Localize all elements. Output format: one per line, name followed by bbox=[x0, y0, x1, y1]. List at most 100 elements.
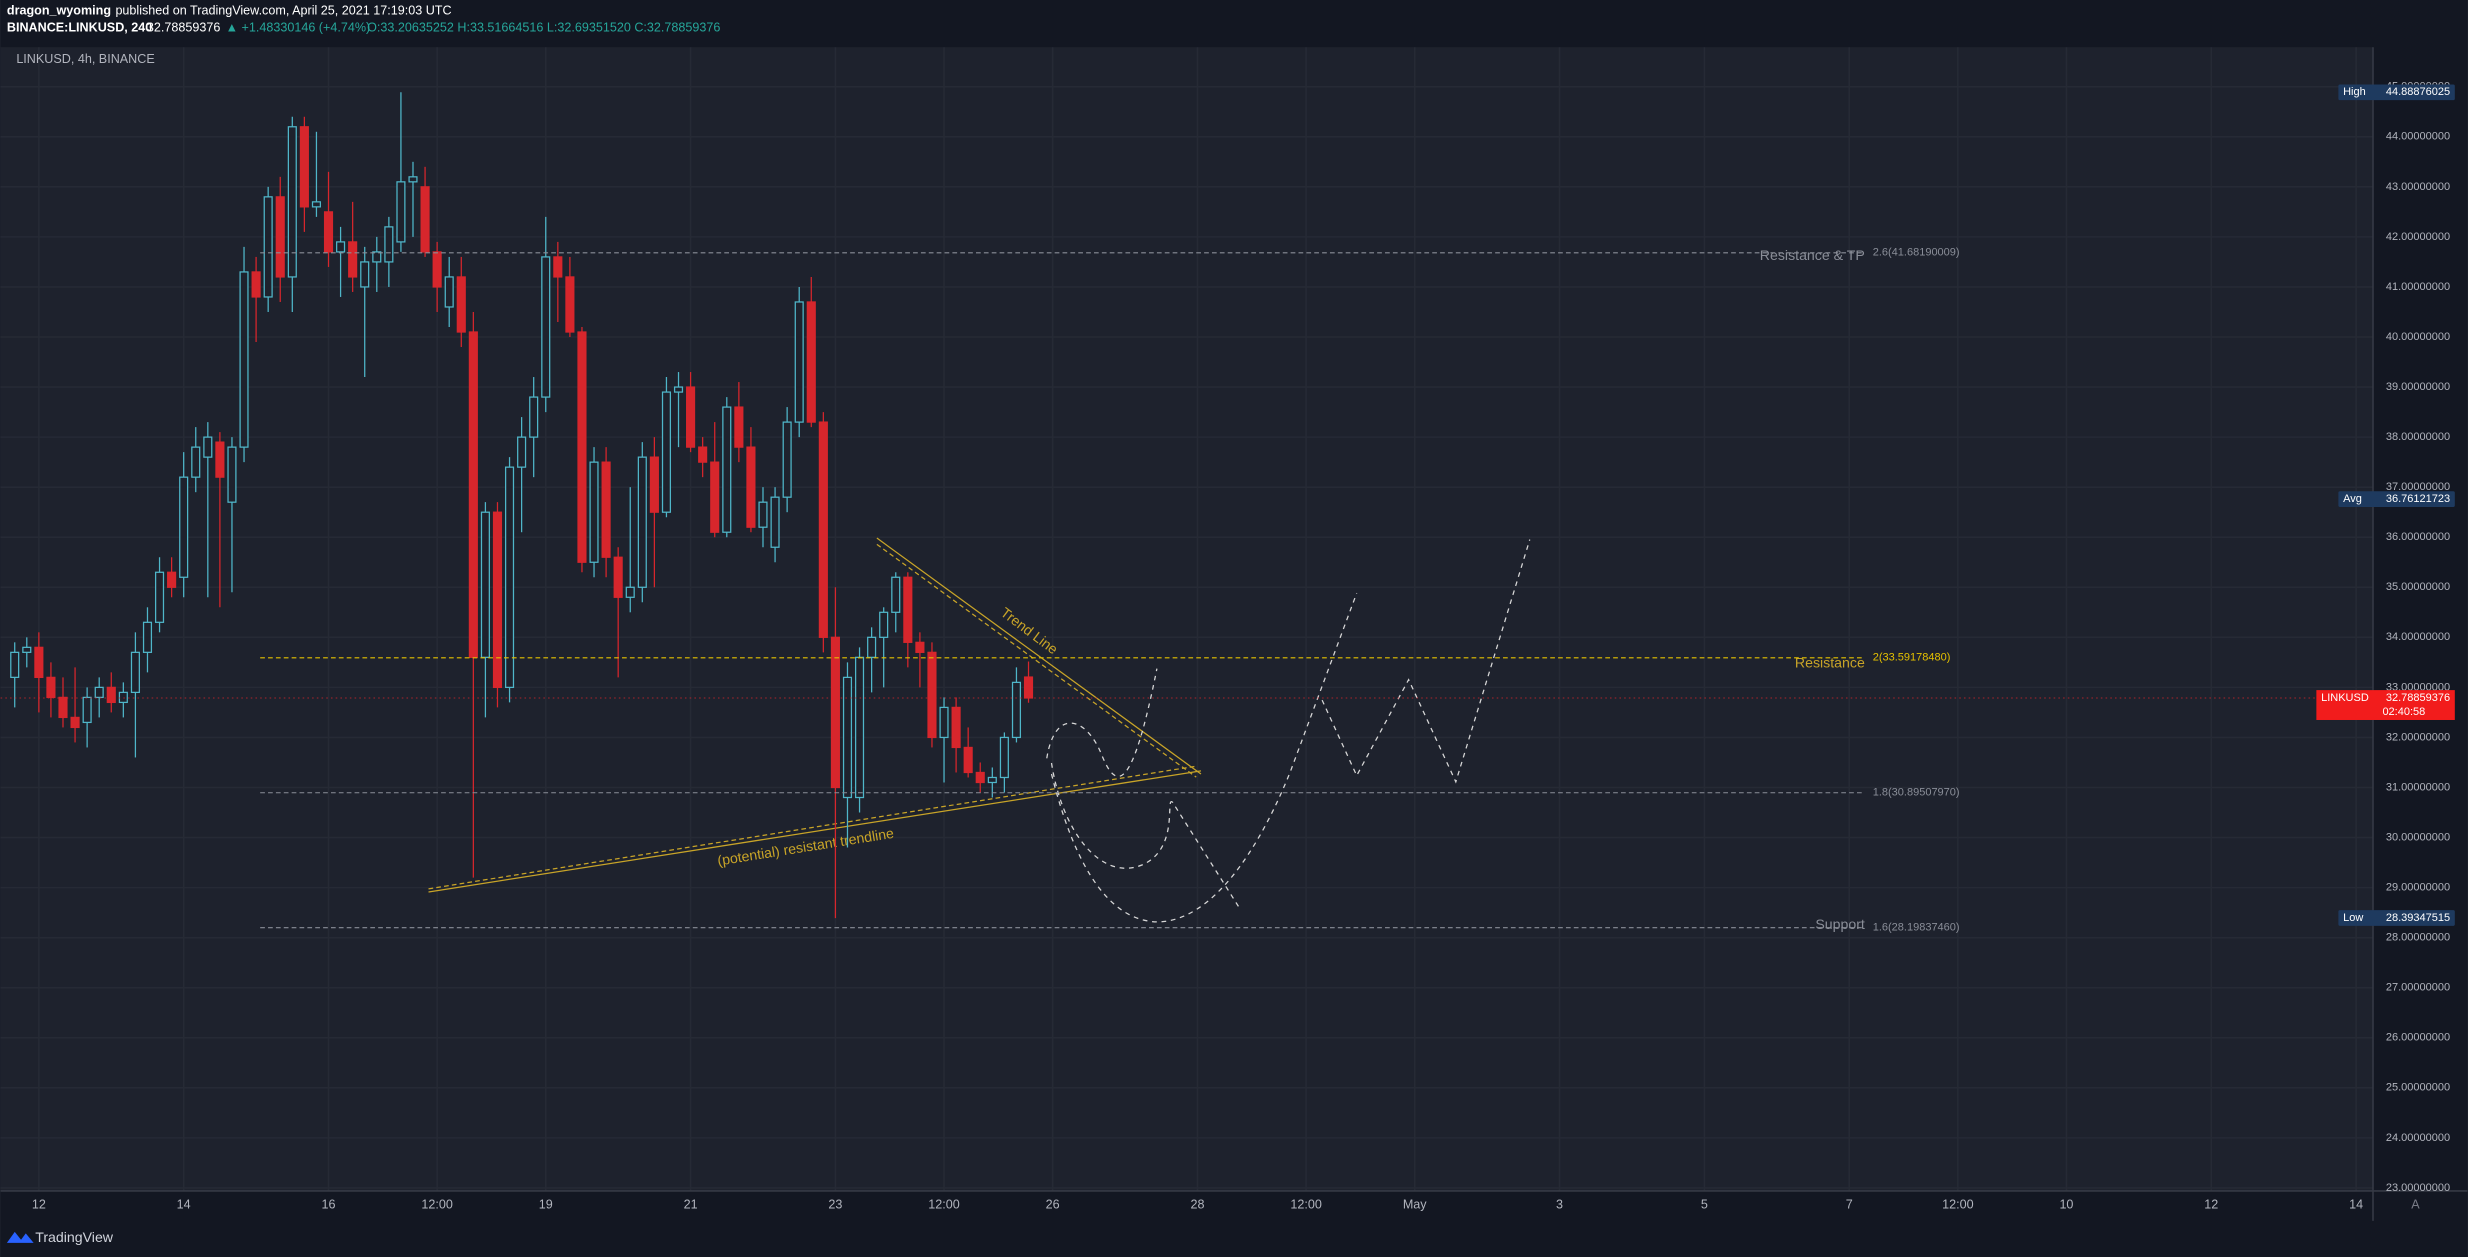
y-tick-label: 23.00000000 bbox=[2386, 1182, 2450, 1194]
y-tick-label: 35.00000000 bbox=[2386, 581, 2450, 593]
trend-line bbox=[876, 543, 1197, 778]
candle-body bbox=[191, 446, 201, 478]
candle-body bbox=[420, 186, 430, 253]
x-tick-label: 14 bbox=[2349, 1197, 2363, 1211]
candle-body bbox=[58, 696, 68, 719]
candle-body bbox=[963, 746, 973, 774]
y-tick-label: 43.00000000 bbox=[2386, 181, 2450, 193]
drawings bbox=[428, 537, 1202, 893]
price-badge bbox=[2338, 84, 2455, 101]
annotation: Resistance & TP bbox=[1760, 247, 1865, 263]
y-tick-label: 29.00000000 bbox=[2386, 882, 2450, 894]
candle-body bbox=[227, 446, 237, 503]
candle-body bbox=[215, 441, 225, 478]
candle-body bbox=[794, 301, 804, 423]
x-tick-label: 12 bbox=[32, 1197, 46, 1211]
candle-body bbox=[360, 261, 370, 288]
x-tick-label: 23 bbox=[828, 1197, 842, 1211]
candle-body bbox=[854, 656, 865, 799]
candle-body bbox=[686, 386, 696, 448]
fib-label: 2.6(41.68190009) bbox=[1873, 247, 1960, 259]
candle-body bbox=[842, 676, 853, 799]
x-tick-label: 12:00 bbox=[928, 1197, 959, 1211]
x-tick-label: 12:00 bbox=[421, 1197, 452, 1211]
last-price-badge bbox=[2316, 690, 2455, 720]
candle-body bbox=[830, 636, 840, 789]
x-tick-label: 28 bbox=[1190, 1197, 1204, 1211]
candle-body bbox=[348, 241, 358, 278]
y-tick-label: 40.00000000 bbox=[2386, 331, 2450, 343]
y-tick-label: 27.00000000 bbox=[2386, 982, 2450, 994]
y-tick-label: 44.00000000 bbox=[2386, 131, 2450, 143]
candle-body bbox=[903, 576, 913, 643]
fib-label: 1.6(28.19837460) bbox=[1873, 922, 1960, 934]
candle-body bbox=[10, 651, 20, 679]
candle-body bbox=[46, 676, 56, 699]
badge-name: Avg bbox=[2343, 493, 2362, 505]
candle-body bbox=[661, 391, 672, 513]
candle-body bbox=[311, 201, 322, 208]
price-badge bbox=[2338, 491, 2455, 507]
candle-body bbox=[251, 271, 261, 298]
candle-body bbox=[492, 511, 503, 689]
candle-body bbox=[323, 211, 334, 253]
candle-body bbox=[818, 421, 828, 638]
candle-body bbox=[1023, 676, 1034, 699]
candle-body bbox=[1011, 681, 1022, 739]
candle-body bbox=[468, 331, 478, 658]
change: ▲ +1.48330146 (+4.74%) bbox=[226, 21, 371, 35]
projection bbox=[1046, 668, 1158, 777]
x-tick-label: 16 bbox=[322, 1197, 336, 1211]
candle-body bbox=[456, 276, 466, 333]
candle-body bbox=[879, 611, 889, 638]
candle-body bbox=[299, 126, 309, 208]
badge-name: Low bbox=[2343, 912, 2363, 924]
y-tick-label: 26.00000000 bbox=[2386, 1032, 2450, 1044]
candle-body bbox=[649, 456, 659, 513]
candle-body bbox=[613, 556, 623, 598]
y-tick-label: 41.00000000 bbox=[2386, 281, 2450, 293]
candle-body bbox=[987, 776, 997, 784]
candle-body bbox=[408, 176, 418, 183]
candle-body bbox=[746, 446, 756, 528]
candle-body bbox=[118, 691, 128, 704]
candle-body bbox=[82, 696, 92, 724]
badge-name: LINKUSD bbox=[2321, 692, 2369, 704]
candle-body bbox=[106, 686, 116, 704]
annotation: Support bbox=[1815, 916, 1865, 932]
symbol: BINANCE:LINKUSD, 240 bbox=[7, 21, 152, 35]
candle-body bbox=[915, 641, 925, 653]
x-tick-label: 21 bbox=[684, 1197, 698, 1211]
legend: LINKUSD, 4h, BINANCE bbox=[16, 52, 154, 66]
badge-value: 32.78859376 bbox=[2386, 692, 2450, 704]
y-tick-label: 30.00000000 bbox=[2386, 831, 2450, 843]
y-tick-label: 37.00000000 bbox=[2386, 481, 2450, 493]
candle-body bbox=[698, 446, 708, 463]
candle-body bbox=[336, 241, 346, 253]
x-tick-label: 14 bbox=[177, 1197, 191, 1211]
projection bbox=[1050, 762, 1241, 910]
last: 32.78859376 bbox=[147, 21, 220, 35]
chart-pane bbox=[0, 47, 2374, 1191]
candle-body bbox=[396, 181, 406, 243]
brand: TradingView bbox=[35, 1229, 114, 1245]
y-tick-label: 42.00000000 bbox=[2386, 231, 2450, 243]
candle-body bbox=[589, 461, 599, 563]
fib-label: 2(33.59178480) bbox=[1873, 652, 1951, 664]
candle-body bbox=[758, 501, 768, 528]
candle-body bbox=[939, 706, 949, 739]
candle-body bbox=[517, 436, 527, 468]
x-tick-label: 26 bbox=[1046, 1197, 1060, 1211]
ohlc: O:33.20635252 H:33.51664516 L:32.6935152… bbox=[367, 21, 720, 35]
badge-value: 36.76121723 bbox=[2386, 493, 2450, 505]
candle-body bbox=[999, 736, 1009, 779]
x-tick-label: 19 bbox=[539, 1197, 553, 1211]
countdown: 02:40:58 bbox=[2382, 706, 2425, 718]
y-tick-label: 39.00000000 bbox=[2386, 381, 2450, 393]
x-tick-label: 10 bbox=[2059, 1197, 2073, 1211]
candle-body bbox=[22, 646, 32, 653]
candle-body bbox=[444, 276, 454, 308]
axis-mode-button[interactable]: A bbox=[2411, 1197, 2420, 1211]
candle-body bbox=[179, 476, 189, 578]
